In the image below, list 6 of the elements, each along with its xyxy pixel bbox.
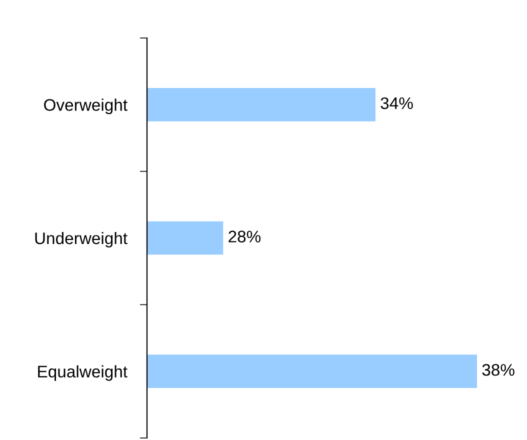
y-tick-label: Overweight — [44, 98, 128, 114]
data-label: 34% — [380, 97, 413, 110]
y-tick-label: Equalweight — [38, 365, 128, 381]
data-label: 38% — [482, 364, 514, 376]
y-tick-label: Underweight — [35, 232, 128, 248]
data-label: 28% — [228, 230, 261, 242]
